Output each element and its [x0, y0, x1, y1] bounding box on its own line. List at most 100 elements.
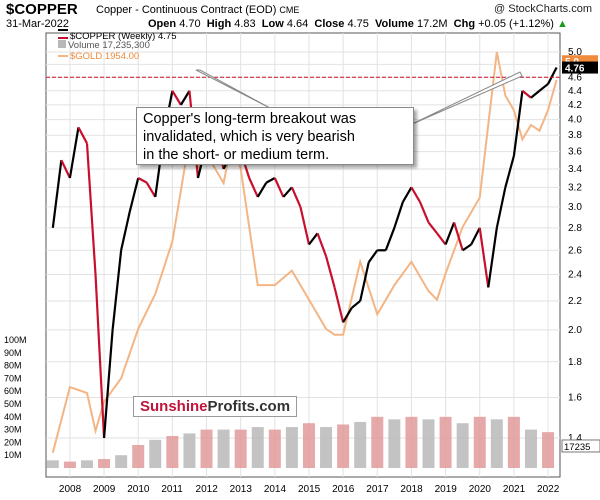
- volume-tick-label: 100M: [4, 335, 27, 345]
- copper-segment: [538, 83, 549, 92]
- copper-segment: [60, 159, 71, 179]
- y-tick-label: 3.8: [568, 130, 582, 141]
- volume-tag-bg: [561, 439, 600, 453]
- copper-segment: [85, 143, 97, 275]
- copper-segment: [444, 222, 456, 245]
- copper-segment: [495, 187, 507, 229]
- volume-bar: [354, 421, 367, 468]
- volume-bar: [371, 416, 384, 468]
- copper-segment: [427, 221, 438, 234]
- volume-tick-label: 60M: [4, 386, 22, 396]
- copper-segment: [145, 182, 157, 198]
- chg-up-icon: ▲: [557, 18, 568, 30]
- copper-segment: [256, 182, 268, 198]
- copper-segment: [512, 90, 524, 156]
- copper-segment: [487, 227, 498, 288]
- x-tick-label: 2010: [127, 484, 150, 495]
- y-tick-label: 2.6: [568, 245, 582, 256]
- volume-legend-text: Volume 17,235,300: [68, 40, 150, 51]
- annotation-line-3: in the short- or medium term.: [143, 147, 330, 163]
- x-tick-label: 2015: [298, 484, 321, 495]
- y-tick-label: 3.4: [568, 164, 582, 175]
- annotation-pointers: [195, 69, 523, 126]
- y-tick-label: 3.6: [568, 147, 582, 158]
- volume-value: 17.2M: [416, 18, 448, 30]
- brand-part-2: Profits.com: [207, 398, 291, 415]
- x-tick-label: 2016: [332, 484, 355, 495]
- x-tick-label: 2011: [161, 484, 183, 495]
- volume-bar: [115, 455, 128, 468]
- y-tick-label: 2.4: [568, 270, 582, 281]
- stockcharts-logo: @ StockCharts.com: [494, 3, 592, 15]
- copper-price-tag: 4.76: [565, 64, 585, 75]
- volume-tick-label: 90M: [4, 348, 22, 358]
- volume-bar: [234, 429, 247, 468]
- volume-bar: [251, 427, 264, 468]
- volume-bar: [422, 419, 435, 468]
- volume-bar: [302, 423, 315, 468]
- volume-bar: [439, 416, 452, 468]
- volume-bar: [268, 429, 281, 468]
- volume-bar: [388, 419, 401, 468]
- high-value: 4.83: [234, 18, 256, 30]
- annotation-line-2: invalidated, which is very bearish: [143, 129, 355, 145]
- copper-segment: [111, 250, 123, 330]
- x-tick-label: 2019: [435, 484, 458, 495]
- copper-segment: [384, 227, 396, 251]
- x-tick-label: 2021: [503, 484, 526, 495]
- volume-tick-label: 30M: [4, 425, 22, 435]
- gold-legend: $GOLD 1954.00: [58, 51, 139, 62]
- volume-bar: [80, 460, 93, 468]
- chg-value: +0.05 (+1.12%): [478, 18, 554, 30]
- y-tick-label: 1.8: [568, 357, 582, 368]
- y-tick-label: 4.0: [568, 115, 582, 126]
- volume-tick-label: 80M: [4, 361, 22, 371]
- copper-segment: [478, 227, 490, 288]
- high-label: High: [206, 18, 232, 30]
- copper-segment: [401, 186, 413, 203]
- volume-bar: [405, 416, 418, 468]
- copper-segment: [418, 201, 430, 223]
- x-tick-label: 2018: [400, 484, 423, 495]
- copper-segment: [350, 300, 361, 309]
- volume-bars: [46, 416, 555, 468]
- y-tick-label: 4.2: [568, 100, 582, 111]
- volume-bar: [132, 444, 145, 468]
- volume-legend: Volume 17,235,300: [58, 40, 150, 51]
- copper-segment: [521, 89, 532, 99]
- y-tick-label: 4.6: [568, 72, 582, 83]
- y-tick-label: 2.0: [568, 325, 582, 336]
- volume-bar: [490, 419, 503, 468]
- chart-symbol: $COPPER: [6, 1, 78, 18]
- gold-legend-text: $GOLD 1954.00: [70, 51, 140, 62]
- pointer-right: [409, 71, 523, 126]
- annotation-box: Copper's long-term breakout was invalida…: [136, 107, 414, 165]
- volume-tick-label: 10M: [4, 450, 22, 460]
- copper-segment: [333, 287, 345, 323]
- volume-bar: [183, 433, 196, 468]
- copper-legend: $COPPER (Weekly) 4.75: [58, 29, 176, 42]
- volume-bar: [473, 416, 486, 468]
- copper-segment: [436, 232, 447, 246]
- copper-segment: [94, 274, 106, 439]
- x-tick-label: 2013: [230, 484, 253, 495]
- copper-segment: [273, 177, 285, 198]
- copper-segment: [308, 232, 319, 246]
- volume-legend-swatch: [58, 40, 66, 48]
- copper-legend-swatch: [58, 29, 68, 39]
- copper-segment: [68, 127, 80, 179]
- copper-segment: [462, 243, 472, 252]
- volume-tick-label: 50M: [4, 399, 22, 409]
- open-value: 4.70: [179, 18, 201, 30]
- volume-bar: [524, 429, 537, 468]
- pointer-left: [195, 69, 271, 109]
- x-tick-label: 2014: [264, 484, 287, 495]
- gold-series: [51, 51, 558, 453]
- copper-segment: [393, 201, 404, 229]
- copper-segment: [171, 90, 182, 106]
- chart-description: Copper - Continuous Contract (EOD) CME: [96, 4, 299, 16]
- y-tick-label: 3.2: [568, 182, 582, 193]
- copper-segment: [324, 255, 336, 288]
- copper-segment: [359, 261, 370, 302]
